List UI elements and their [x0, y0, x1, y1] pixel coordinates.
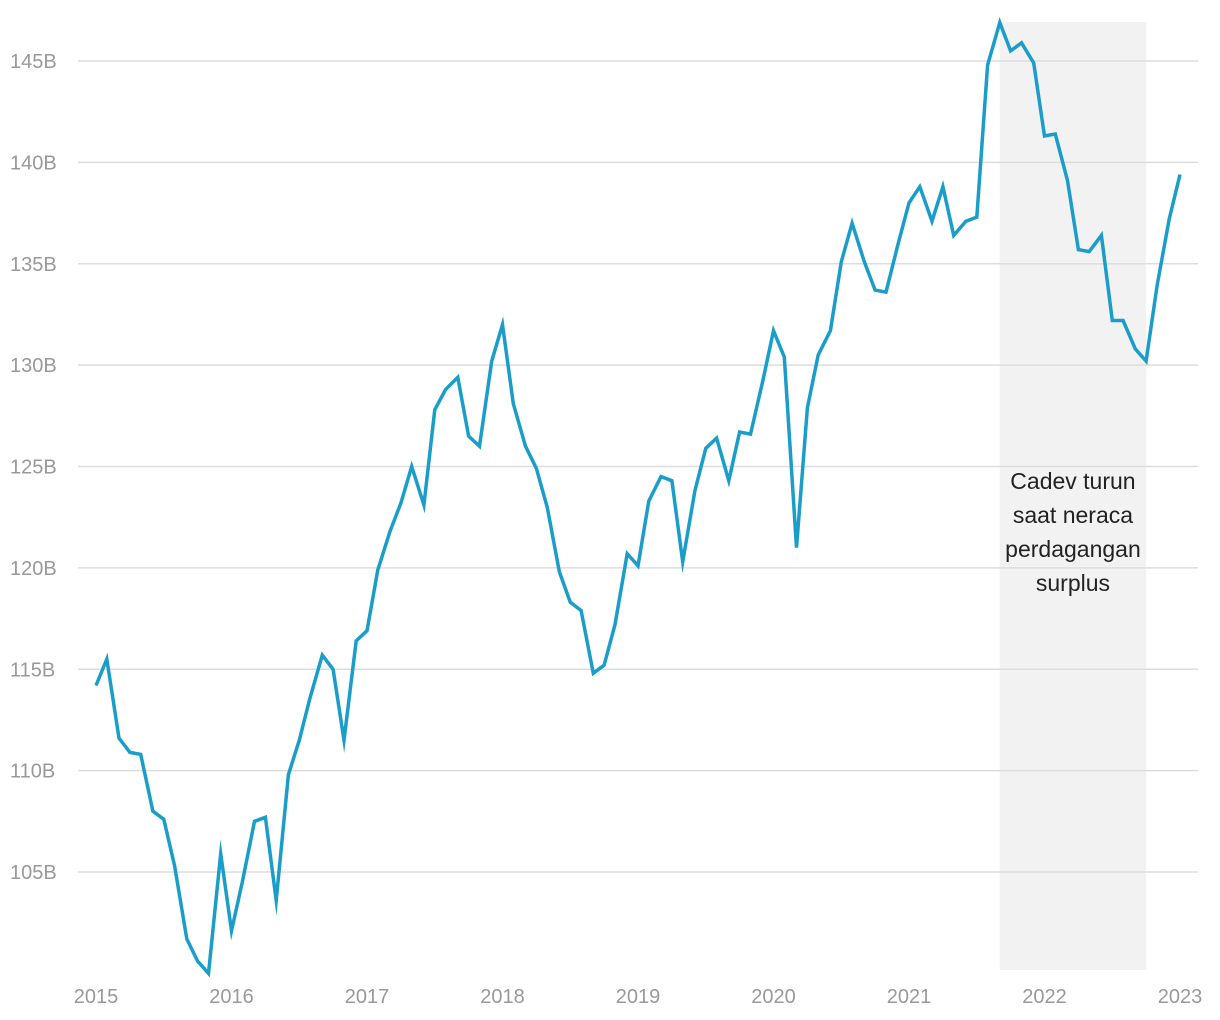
y-tick-label: 120B — [10, 558, 57, 580]
annotation-text: saat neraca — [1013, 502, 1133, 528]
x-tick-label: 2021 — [887, 986, 932, 1008]
x-tick-label: 2020 — [751, 986, 796, 1008]
y-tick-label: 130B — [10, 355, 57, 377]
x-tick-label: 2017 — [345, 986, 390, 1008]
annotation-text: surplus — [1036, 570, 1110, 596]
annotation-text: Cadev turun — [1010, 468, 1135, 494]
y-tick-label: 135B — [10, 254, 57, 276]
x-tick-label: 2023 — [1158, 986, 1203, 1008]
annotation-text: perdagangan — [1005, 536, 1141, 562]
x-tick-label: 2019 — [616, 986, 661, 1008]
y-tick-label: 110B — [10, 761, 55, 783]
x-tick-label: 2016 — [209, 986, 254, 1008]
highlight-band — [999, 22, 1147, 970]
x-tick-label: 2015 — [74, 986, 119, 1008]
y-tick-label: 145B — [10, 51, 57, 73]
series-line — [94, 16, 1182, 978]
y-tick-label: 140B — [10, 152, 57, 174]
y-tick-label: 115B — [10, 659, 55, 681]
x-tick-label: 2018 — [480, 986, 525, 1008]
x-tick-label: 2022 — [1022, 986, 1067, 1008]
y-tick-label: 125B — [10, 457, 57, 479]
y-tick-label: 105B — [10, 862, 57, 884]
